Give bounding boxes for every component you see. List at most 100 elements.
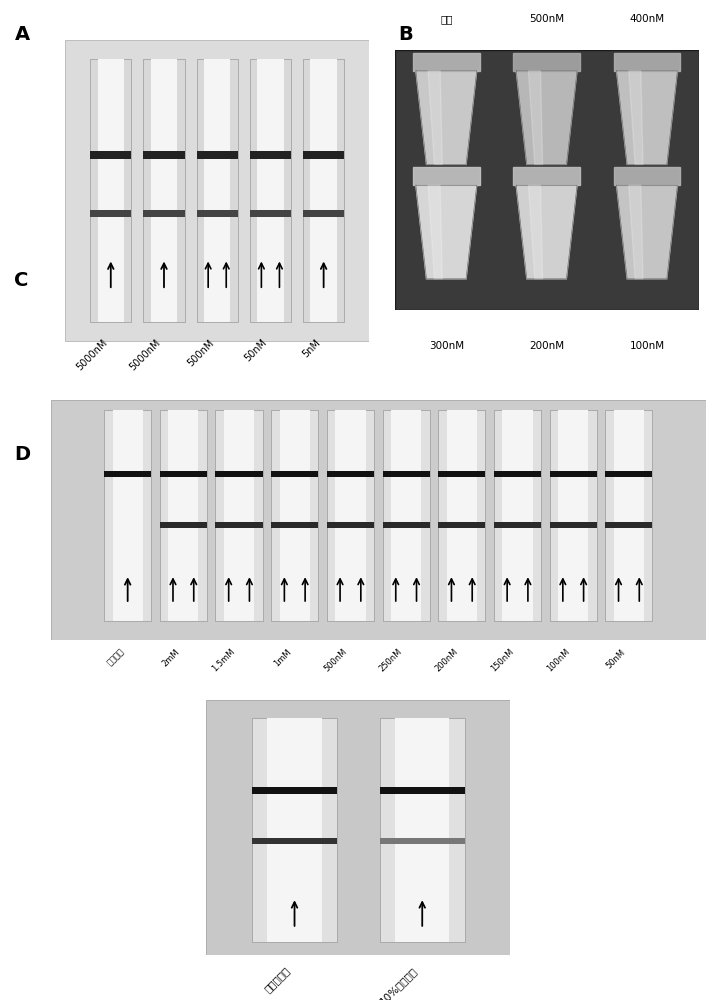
Polygon shape bbox=[513, 53, 580, 71]
Polygon shape bbox=[413, 167, 480, 185]
Text: 10%聚乙二醇: 10%聚乙二醇 bbox=[378, 965, 419, 1000]
Bar bbox=[197, 59, 237, 322]
Bar bbox=[252, 718, 337, 942]
Bar bbox=[272, 410, 319, 621]
Text: D: D bbox=[14, 445, 30, 464]
Bar bbox=[327, 410, 374, 621]
Text: 5nM: 5nM bbox=[300, 338, 322, 360]
Bar bbox=[216, 522, 263, 528]
Polygon shape bbox=[428, 71, 442, 164]
Text: 100nM: 100nM bbox=[629, 341, 665, 351]
Text: 300nM: 300nM bbox=[429, 341, 464, 351]
Text: 2mM: 2mM bbox=[161, 647, 182, 668]
Text: 400nM: 400nM bbox=[629, 14, 665, 24]
Bar bbox=[494, 410, 541, 621]
Polygon shape bbox=[628, 185, 643, 279]
Bar bbox=[98, 59, 124, 322]
Bar bbox=[558, 410, 589, 621]
Text: 50nM: 50nM bbox=[605, 647, 627, 670]
Bar bbox=[112, 410, 143, 621]
Bar bbox=[614, 410, 644, 621]
Text: 对照: 对照 bbox=[440, 14, 452, 24]
Bar bbox=[502, 410, 533, 621]
Bar bbox=[335, 410, 366, 621]
Bar bbox=[250, 59, 291, 322]
Bar bbox=[550, 522, 597, 528]
Polygon shape bbox=[416, 185, 476, 279]
Polygon shape bbox=[413, 53, 480, 71]
Text: 250nM: 250nM bbox=[378, 647, 404, 674]
Polygon shape bbox=[516, 185, 577, 279]
Bar bbox=[204, 59, 230, 322]
Bar bbox=[197, 151, 237, 159]
Text: 200nM: 200nM bbox=[529, 341, 564, 351]
Bar bbox=[605, 471, 652, 477]
Text: 500nM: 500nM bbox=[185, 338, 216, 368]
Text: 1.5mM: 1.5mM bbox=[211, 647, 237, 674]
Text: 500nM: 500nM bbox=[322, 647, 348, 674]
Bar bbox=[550, 471, 597, 477]
Bar bbox=[216, 471, 263, 477]
Bar bbox=[104, 410, 151, 621]
Bar bbox=[438, 410, 485, 621]
Bar bbox=[168, 410, 198, 621]
Text: 100nM: 100nM bbox=[545, 647, 571, 674]
Bar bbox=[197, 210, 237, 217]
Bar bbox=[160, 522, 207, 528]
Bar bbox=[90, 151, 131, 159]
Bar bbox=[438, 522, 485, 528]
Text: 50nM: 50nM bbox=[243, 338, 269, 364]
Text: 1mM: 1mM bbox=[272, 647, 292, 668]
Bar bbox=[382, 410, 430, 621]
Polygon shape bbox=[617, 185, 678, 279]
Bar bbox=[605, 522, 652, 528]
Bar bbox=[216, 410, 263, 621]
Text: B: B bbox=[398, 25, 413, 44]
Bar bbox=[104, 471, 151, 477]
Text: 检测缓冲液: 检测缓冲液 bbox=[262, 965, 292, 994]
Bar bbox=[90, 59, 131, 322]
Bar bbox=[252, 838, 337, 844]
Bar bbox=[605, 410, 652, 621]
Polygon shape bbox=[529, 71, 543, 164]
Text: A: A bbox=[14, 25, 30, 44]
Text: 5000nM: 5000nM bbox=[75, 338, 109, 373]
Bar bbox=[494, 471, 541, 477]
Bar bbox=[272, 471, 319, 477]
Bar bbox=[224, 410, 254, 621]
Bar bbox=[327, 471, 374, 477]
Polygon shape bbox=[617, 71, 678, 164]
Bar bbox=[391, 410, 421, 621]
Bar bbox=[90, 210, 131, 217]
Bar bbox=[303, 151, 344, 159]
Bar bbox=[151, 59, 177, 322]
Text: 200nM: 200nM bbox=[434, 647, 460, 674]
Bar bbox=[447, 410, 477, 621]
Polygon shape bbox=[516, 71, 577, 164]
Polygon shape bbox=[513, 167, 580, 185]
Bar bbox=[250, 151, 291, 159]
Polygon shape bbox=[613, 53, 681, 71]
Polygon shape bbox=[416, 71, 476, 164]
Bar bbox=[379, 718, 465, 942]
Polygon shape bbox=[428, 185, 442, 279]
Bar bbox=[160, 410, 207, 621]
Bar bbox=[160, 471, 207, 477]
Bar bbox=[379, 787, 465, 794]
Bar bbox=[550, 410, 597, 621]
Bar bbox=[250, 210, 291, 217]
Text: 500nM: 500nM bbox=[529, 14, 564, 24]
Bar bbox=[279, 410, 310, 621]
Bar bbox=[379, 838, 465, 844]
Bar bbox=[438, 471, 485, 477]
Bar bbox=[494, 522, 541, 528]
Bar bbox=[395, 718, 450, 942]
Bar bbox=[143, 210, 185, 217]
Bar bbox=[327, 522, 374, 528]
Bar bbox=[267, 718, 321, 942]
Bar bbox=[382, 471, 430, 477]
Bar bbox=[143, 151, 185, 159]
Bar bbox=[272, 522, 319, 528]
Polygon shape bbox=[613, 167, 681, 185]
Polygon shape bbox=[628, 71, 643, 164]
